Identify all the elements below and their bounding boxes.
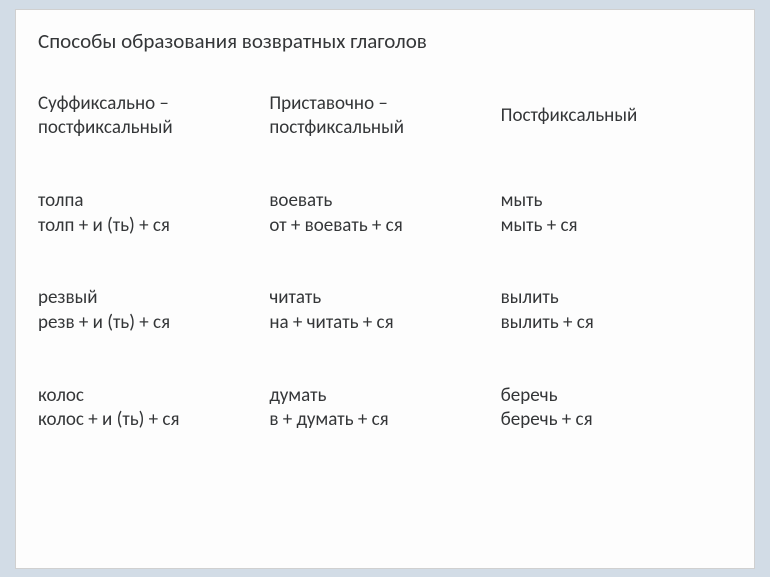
example-word: воевать bbox=[269, 189, 488, 214]
example-cell: мыть мыть + ся bbox=[501, 189, 732, 238]
slide-title: Способы образования возвратных глаголов bbox=[38, 28, 732, 54]
example-breakdown: от + воевать + ся bbox=[269, 214, 488, 239]
example-breakdown: на + читать + ся bbox=[269, 311, 488, 336]
example-breakdown: колос + и (ть) + ся bbox=[38, 408, 257, 433]
example-word: мыть bbox=[501, 189, 720, 214]
example-word: колос bbox=[38, 384, 257, 409]
slide-content: Способы образования возвратных глаголов … bbox=[15, 9, 755, 569]
example-cell: воевать от + воевать + ся bbox=[269, 189, 500, 238]
example-word: беречь bbox=[501, 384, 720, 409]
example-word: читать bbox=[269, 286, 488, 311]
example-cell: толпа толп + и (ть) + ся bbox=[38, 189, 269, 238]
example-breakdown: в + думать + ся bbox=[269, 408, 488, 433]
example-cell: колос колос + и (ть) + ся bbox=[38, 384, 269, 433]
header-cell-prefixal: Приставочно – постфиксальный bbox=[269, 92, 500, 141]
table-row: колос колос + и (ть) + ся думать в + дум… bbox=[38, 384, 732, 433]
example-cell: резвый резв + и (ть) + ся bbox=[38, 286, 269, 335]
example-cell: думать в + думать + ся bbox=[269, 384, 500, 433]
methods-table: Суффиксально – постфиксальный Приставочн… bbox=[38, 92, 732, 434]
header-cell-suffixal: Суффиксально – постфиксальный bbox=[38, 92, 269, 141]
example-word: думать bbox=[269, 384, 488, 409]
example-cell: беречь беречь + ся bbox=[501, 384, 732, 433]
example-breakdown: беречь + ся bbox=[501, 408, 720, 433]
example-breakdown: толп + и (ть) + ся bbox=[38, 214, 257, 239]
example-breakdown: резв + и (ть) + ся bbox=[38, 311, 257, 336]
example-word: резвый bbox=[38, 286, 257, 311]
example-cell: вылить вылить + ся bbox=[501, 286, 732, 335]
example-cell: читать на + читать + ся bbox=[269, 286, 500, 335]
example-breakdown: мыть + ся bbox=[501, 214, 720, 239]
example-word: вылить bbox=[501, 286, 720, 311]
table-row: резвый резв + и (ть) + ся читать на + чи… bbox=[38, 286, 732, 335]
example-word: толпа bbox=[38, 189, 257, 214]
header-cell-postfixal: Постфиксальный bbox=[501, 92, 732, 141]
table-header-row: Суффиксально – постфиксальный Приставочн… bbox=[38, 92, 732, 141]
example-breakdown: вылить + ся bbox=[501, 311, 720, 336]
table-row: толпа толп + и (ть) + ся воевать от + во… bbox=[38, 189, 732, 238]
